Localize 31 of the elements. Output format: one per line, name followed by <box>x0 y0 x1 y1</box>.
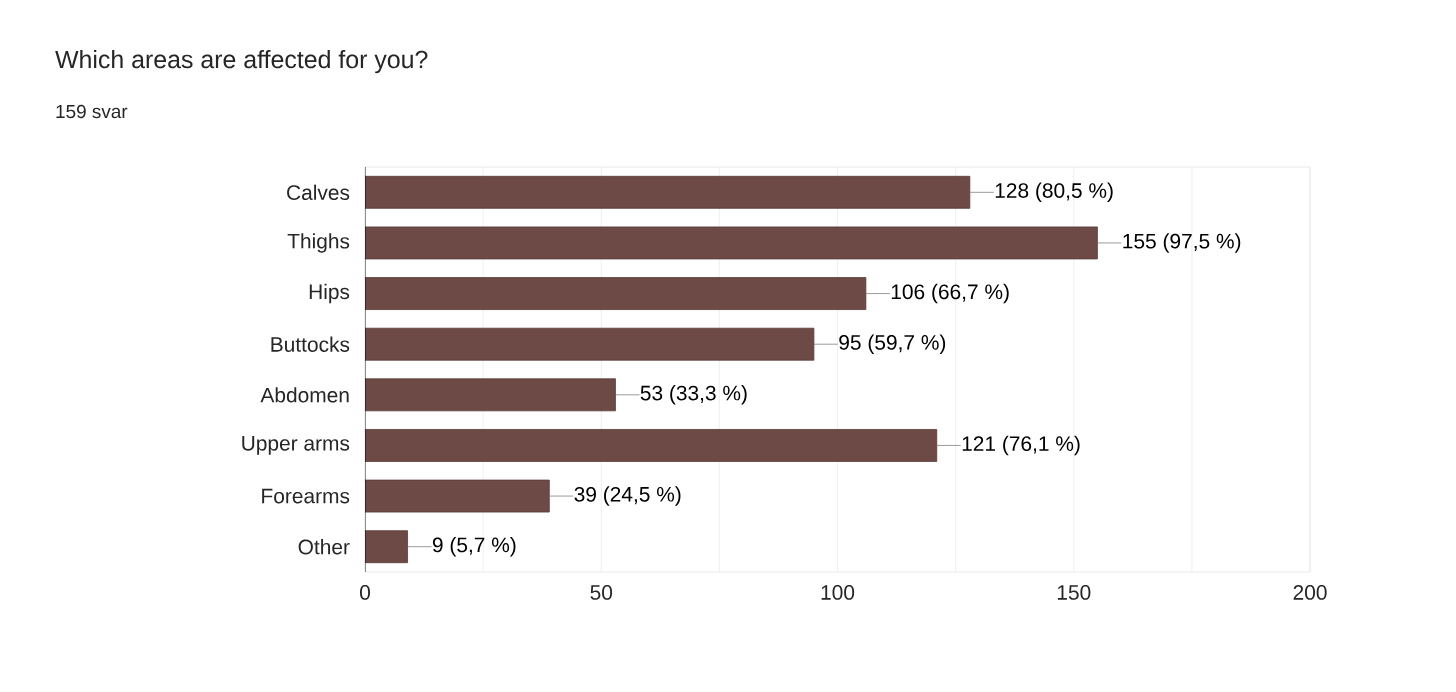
data-label: 155 (97,5 %) <box>1123 233 1241 253</box>
y-tick-label: Upper arms <box>242 436 350 455</box>
y-tick-label: Forearms <box>262 488 350 504</box>
data-label: 9 (5,7 %) <box>432 536 516 557</box>
bar <box>365 277 867 310</box>
data-label: 95 (59,7 %) <box>839 334 946 354</box>
x-tick-label: 150 <box>1057 585 1091 600</box>
data-label: 39 (24,5 %) <box>574 486 681 506</box>
bar <box>365 226 1098 260</box>
y-tick-label: Hips <box>309 283 350 304</box>
x-tick-label: 100 <box>821 585 855 600</box>
y-tick-label: Thighs <box>287 233 350 253</box>
y-tick-label: Abdomen <box>260 387 349 403</box>
bar <box>365 429 938 462</box>
data-label: 121 (76,1 %) <box>962 435 1080 456</box>
x-tick-label: 50 <box>590 585 613 600</box>
y-tick-label: Calves <box>287 184 350 201</box>
text: 159 svar <box>56 104 128 119</box>
data-label: 128 (80,5 %) <box>995 182 1113 203</box>
bar <box>365 530 408 564</box>
data-label: 106 (66,7 %) <box>891 283 1009 304</box>
data-label: 53 (33,3 %) <box>640 385 747 405</box>
x-tick-label: 0 <box>360 585 371 600</box>
bar <box>365 175 971 209</box>
x-tick-label: 200 <box>1293 585 1327 600</box>
y-tick-label: Buttocks <box>271 336 350 352</box>
bar <box>365 327 815 361</box>
bar <box>365 378 616 412</box>
y-tick-label: Other <box>298 539 350 555</box>
bar <box>365 479 550 513</box>
chart-title: Which areas are affected for you? <box>55 49 428 74</box>
